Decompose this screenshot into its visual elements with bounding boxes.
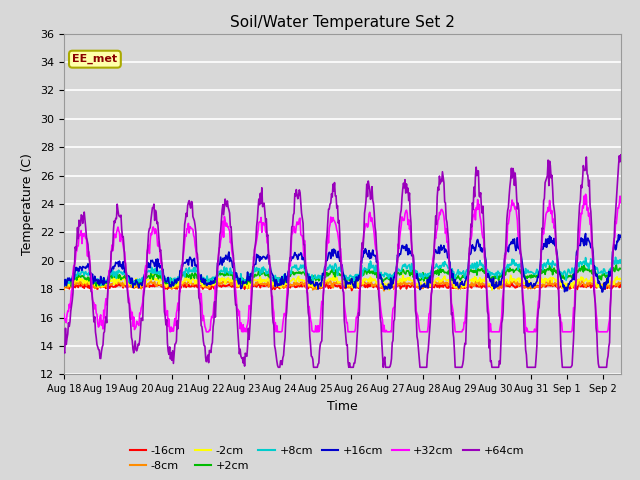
X-axis label: Time: Time: [327, 400, 358, 413]
Y-axis label: Temperature (C): Temperature (C): [22, 153, 35, 255]
Title: Soil/Water Temperature Set 2: Soil/Water Temperature Set 2: [230, 15, 455, 30]
Legend: -16cm, -8cm, -2cm, +2cm, +8cm, +16cm, +32cm, +64cm: -16cm, -8cm, -2cm, +2cm, +8cm, +16cm, +3…: [125, 441, 529, 476]
Text: EE_met: EE_met: [72, 54, 118, 64]
